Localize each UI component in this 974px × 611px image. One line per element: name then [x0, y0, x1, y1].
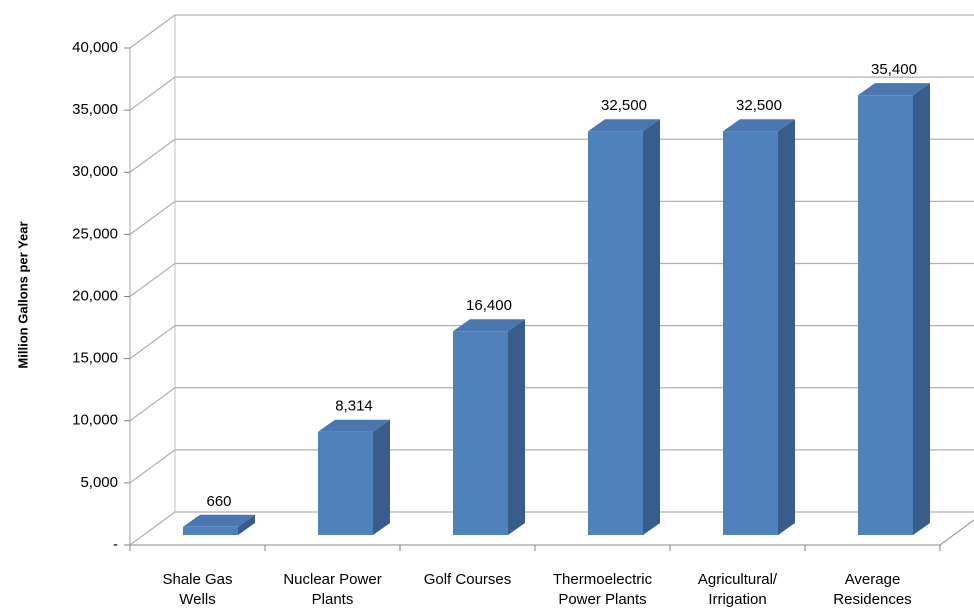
y-tick-label: - — [113, 536, 118, 553]
bar — [453, 331, 508, 535]
bar-top — [858, 83, 930, 96]
bar-top — [183, 514, 255, 527]
grid-line — [129, 387, 974, 422]
value-label: 35,400 — [871, 61, 917, 78]
value-label: 660 — [206, 493, 231, 510]
bar-top — [318, 419, 390, 432]
bar — [318, 431, 373, 535]
x-tick-label: Average Residences — [833, 571, 912, 608]
bar-top — [588, 119, 660, 132]
grid-line — [129, 14, 974, 49]
bar-side — [778, 119, 795, 535]
y-tick-label: 40,000 — [72, 39, 118, 56]
value-label: 32,500 — [736, 97, 782, 114]
y-tick-label: 20,000 — [72, 287, 118, 304]
value-label: 8,314 — [335, 398, 373, 415]
value-label: 16,400 — [466, 297, 512, 314]
y-tick-label: 10,000 — [72, 412, 118, 429]
grid-line — [129, 449, 974, 484]
grid-line — [129, 511, 974, 546]
bar-top — [453, 319, 525, 332]
x-tick-label: Golf Courses — [423, 571, 512, 588]
x-tick-label: Thermoelectric Power Plants — [552, 571, 653, 608]
value-label: 32,500 — [601, 97, 647, 114]
grid-line — [129, 262, 974, 297]
grid-line — [129, 138, 974, 173]
bar-side — [508, 319, 525, 535]
grid-line — [129, 325, 974, 360]
x-tick-label: Nuclear Power Plants — [283, 571, 382, 608]
y-tick-label: 5,000 — [80, 474, 118, 491]
y-tick-label: 15,000 — [72, 350, 118, 367]
bar — [723, 131, 778, 535]
y-tick-label: 35,000 — [72, 101, 118, 118]
bar-side — [643, 119, 660, 535]
grid-line — [129, 200, 974, 235]
bar-side — [913, 83, 930, 535]
bar — [588, 131, 643, 535]
bar-side — [238, 514, 255, 535]
bar-top — [723, 119, 795, 132]
x-tick-label: Agricultural/ Irrigation — [697, 571, 778, 608]
grid-line — [129, 76, 974, 111]
y-axis-label: Million Gallons per Year — [15, 221, 30, 368]
bar — [858, 95, 913, 535]
y-tick-label: 25,000 — [72, 225, 118, 242]
bar-side — [373, 419, 390, 535]
y-tick-label: 30,000 — [72, 163, 118, 180]
bar — [183, 526, 238, 535]
x-tick-label: Shale Gas Wells — [162, 571, 233, 608]
floor-edge — [130, 519, 974, 546]
